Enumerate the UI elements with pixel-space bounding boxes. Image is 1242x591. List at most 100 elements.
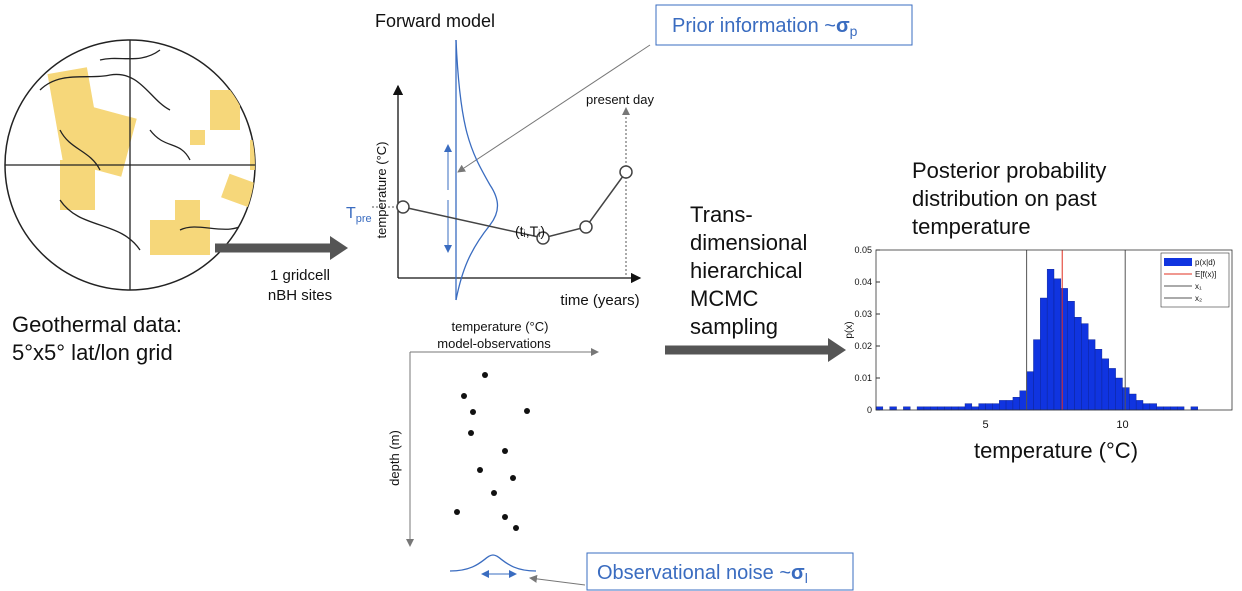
y-label: temperature (°C): [374, 142, 389, 239]
bar: [937, 406, 945, 411]
bar: [957, 406, 966, 411]
x-tick-label: 10: [1116, 419, 1128, 431]
bar: [944, 406, 952, 411]
bar: [992, 403, 1000, 411]
model-points: [396, 165, 633, 245]
arrow-label: 1 gridcell: [270, 267, 330, 284]
sampling-line: Trans-: [690, 202, 753, 227]
sampling-line: dimensional: [690, 230, 807, 255]
bar: [1190, 406, 1198, 411]
globe: [4, 39, 256, 291]
bar: [985, 403, 993, 411]
bar: [971, 406, 979, 411]
bar: [923, 406, 931, 411]
arrow-label: nBH sites: [268, 287, 332, 304]
bar: [1053, 278, 1062, 411]
x-label: time (years): [560, 292, 639, 309]
bar: [875, 406, 884, 411]
noise-symbol: σ: [791, 562, 805, 584]
obs-title: temperature (°C): [452, 319, 549, 334]
bar: [1177, 406, 1185, 411]
forward-title: Forward model: [375, 11, 495, 31]
bar: [1163, 406, 1171, 411]
sampling-line: sampling: [690, 314, 778, 339]
bar: [1108, 368, 1116, 411]
legend-label: x₂: [1195, 294, 1202, 303]
obs-points: [454, 372, 530, 531]
bar: [1094, 349, 1103, 411]
legend-label: E[f(x)]: [1195, 270, 1216, 279]
bar: [1122, 387, 1130, 411]
bar: [1033, 339, 1041, 411]
t-pre-base: T: [346, 205, 356, 222]
prior-box: [655, 4, 913, 46]
bar: [1115, 377, 1123, 411]
y-tick-label: 0: [867, 405, 872, 415]
legend-label: x₁: [1195, 282, 1202, 291]
x-tick-label: 5: [982, 419, 988, 431]
bar: [1156, 406, 1164, 411]
legend-swatch: [1164, 258, 1192, 266]
point-label: (tᵢ,Tᵢ): [515, 223, 545, 239]
x-label: temperature (°C): [974, 438, 1138, 463]
bar: [903, 406, 911, 411]
present-label: present day: [586, 92, 654, 107]
y-tick-label: 0.02: [854, 341, 872, 351]
bar: [1142, 403, 1151, 411]
noise-text: Observational noise ~σl: [597, 562, 808, 586]
y-label: p(x): [844, 321, 855, 338]
prior-symbol: σ: [836, 15, 850, 37]
bar: [978, 403, 986, 411]
t-pre-subscript: pre: [356, 213, 372, 225]
sampling-line: MCMC: [690, 286, 759, 311]
y-tick-label: 0.01: [854, 373, 872, 383]
depth-label: depth (m): [387, 430, 402, 486]
pointer: [529, 574, 586, 586]
bar: [964, 403, 973, 411]
bar: [1088, 339, 1096, 411]
bar: [1149, 403, 1157, 411]
bar: [1067, 301, 1075, 411]
arrow-head: [330, 236, 348, 260]
noise-label: Observational noise ~: [597, 562, 791, 584]
bar: [1101, 358, 1109, 411]
posterior-line: distribution on past: [912, 186, 1097, 211]
y-tick-label: 0.05: [854, 245, 872, 255]
bar: [1129, 393, 1137, 411]
pointer: [457, 44, 651, 173]
y-tick-label: 0.03: [854, 309, 872, 319]
noise-subscript: l: [805, 570, 808, 586]
arrow-head: [828, 338, 846, 362]
bar: [951, 406, 959, 411]
posterior-line: Posterior probability: [912, 158, 1106, 183]
prior-text: Prior information ~σp: [672, 15, 858, 39]
bar: [1046, 269, 1055, 411]
bar: [930, 406, 938, 411]
posterior-line: temperature: [912, 214, 1031, 239]
bar: [1019, 390, 1027, 411]
legend-label: p(x|d): [1195, 258, 1216, 267]
posterior-title: Posterior probability distribution on pa…: [912, 158, 1106, 239]
bar: [999, 400, 1007, 411]
bar: [1026, 371, 1034, 411]
plot-frame: [875, 249, 1233, 411]
prior-label: Prior information ~: [672, 15, 836, 37]
bar: [1170, 406, 1178, 411]
bar: [1005, 400, 1014, 411]
sampling-line: hierarchical: [690, 258, 803, 283]
bar: [889, 406, 897, 411]
bar: [1040, 297, 1048, 411]
bar: [916, 406, 925, 411]
prior-subscript: p: [850, 23, 858, 39]
globe-caption: 5°x5° lat/lon grid: [12, 340, 173, 365]
globe-caption: Geothermal data:: [12, 312, 182, 337]
bar: [1012, 397, 1020, 411]
bar: [1135, 400, 1144, 411]
prior-curve: [455, 39, 499, 301]
noise-curve: [449, 554, 537, 572]
noise-box: [586, 552, 854, 591]
bar: [1081, 323, 1089, 411]
model-line: [402, 171, 627, 239]
histogram: 0 0.01 0.02 0.03 0.04 0.05 5 10 p(x) temperature …: [844, 245, 1233, 463]
